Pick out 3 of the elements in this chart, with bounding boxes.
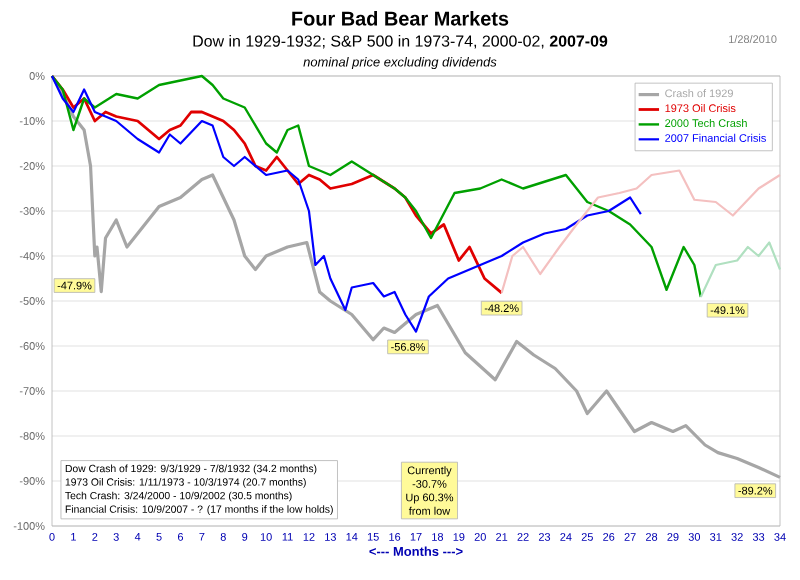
line-series [699, 241, 782, 299]
chart-title: Four Bad Bear Markets [292, 11, 509, 26]
line-series [500, 169, 782, 294]
